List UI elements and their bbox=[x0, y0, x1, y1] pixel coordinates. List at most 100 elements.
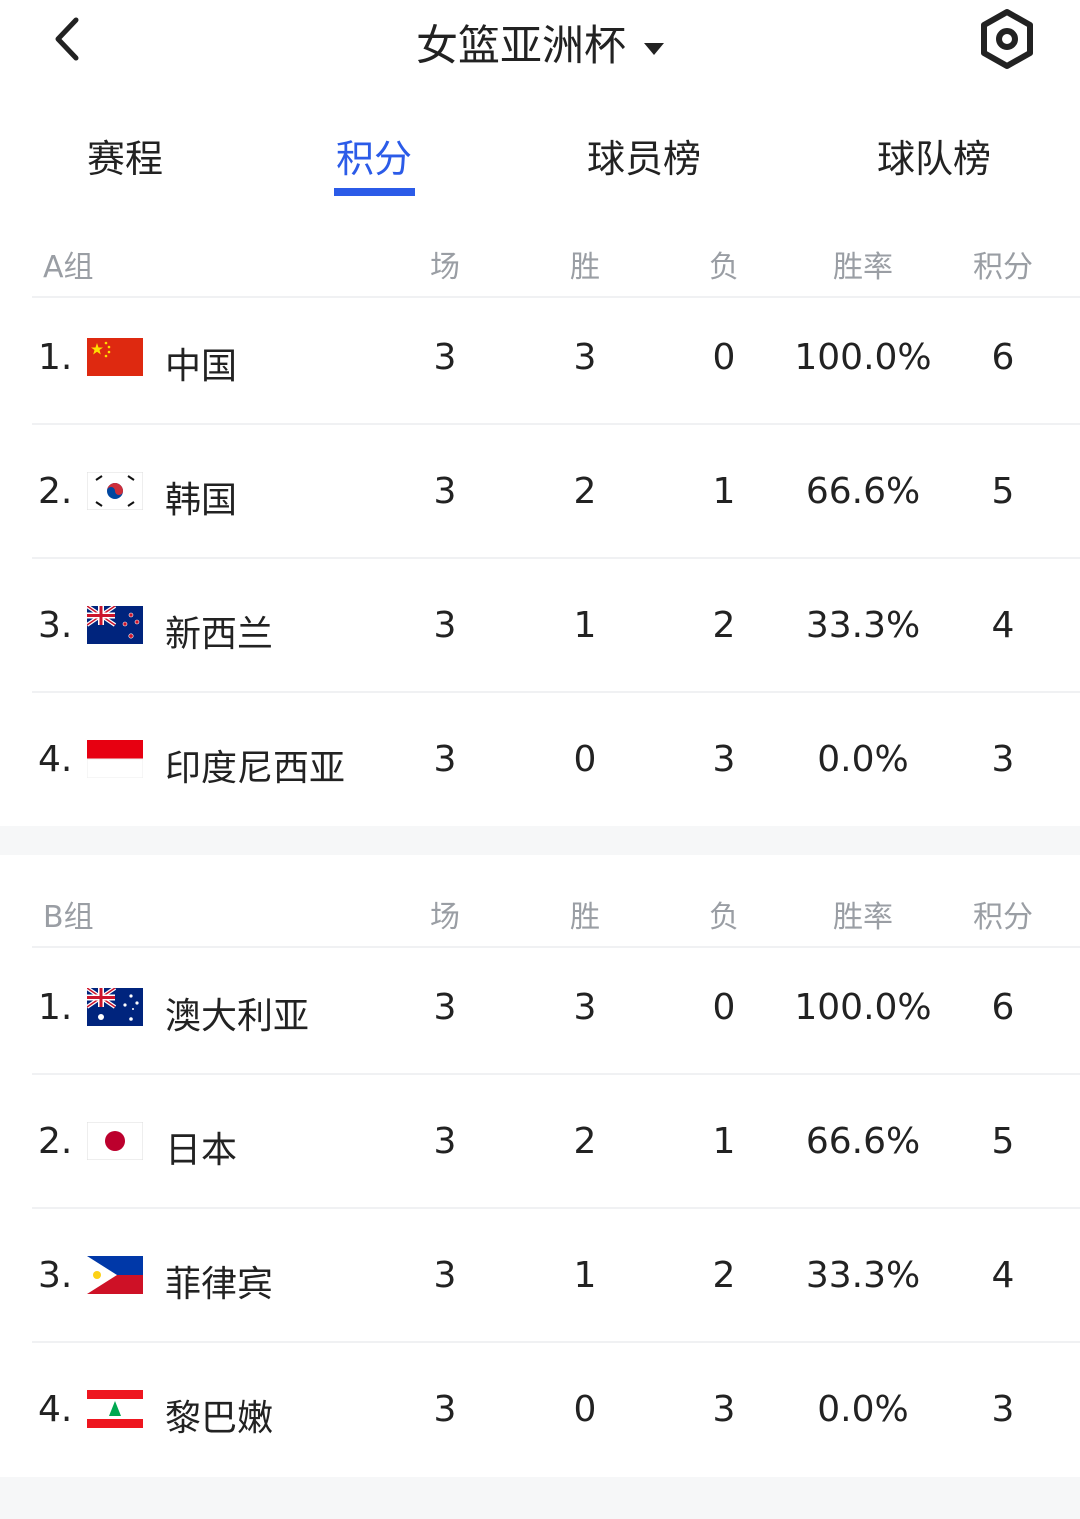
tab-player-rankings[interactable]: 球员榜 bbox=[586, 137, 702, 181]
games-played: 3 bbox=[433, 1121, 457, 1162]
tab-standings[interactable]: 积分 bbox=[335, 137, 413, 181]
new-zealand-flag-icon bbox=[87, 606, 143, 644]
team-name[interactable]: 日本 bbox=[165, 1130, 238, 1171]
divider bbox=[32, 1073, 1080, 1075]
team-name[interactable]: 印度尼西亚 bbox=[165, 748, 346, 789]
team-name[interactable]: 中国 bbox=[165, 346, 238, 387]
group-header: B组 场 胜 负 胜率 积分 bbox=[0, 880, 1080, 946]
games-played: 3 bbox=[433, 739, 457, 780]
rank: 2. bbox=[38, 471, 73, 512]
korea-flag-icon bbox=[87, 472, 143, 510]
games-played: 3 bbox=[433, 1389, 457, 1430]
team-name[interactable]: 澳大利亚 bbox=[165, 996, 310, 1037]
points: 5 bbox=[991, 471, 1015, 512]
games-played: 3 bbox=[433, 987, 457, 1028]
win-rate: 66.6% bbox=[805, 1121, 921, 1162]
table-row[interactable]: 3. 菲律宾 3 1 2 33.3% 4 bbox=[0, 1209, 1080, 1343]
active-tab-indicator bbox=[334, 188, 415, 196]
column-header-points: 积分 bbox=[973, 900, 1033, 935]
points: 6 bbox=[991, 337, 1015, 378]
losses: 3 bbox=[712, 739, 736, 780]
rank: 1. bbox=[38, 337, 73, 378]
rank: 2. bbox=[38, 1121, 73, 1162]
column-header-win-rate: 胜率 bbox=[833, 250, 893, 285]
section-divider bbox=[0, 1477, 1080, 1519]
table-row[interactable]: 2. 韩国 3 2 1 66.6% 5 bbox=[0, 425, 1080, 559]
rank: 4. bbox=[38, 1389, 73, 1430]
rank: 3. bbox=[38, 605, 73, 646]
points: 6 bbox=[991, 987, 1015, 1028]
chevron-left-icon[interactable] bbox=[48, 14, 88, 64]
divider bbox=[32, 1341, 1080, 1343]
table-row[interactable]: 1. 中国 3 3 0 100.0% 6 bbox=[0, 291, 1080, 425]
divider bbox=[32, 557, 1080, 559]
table-row[interactable]: 1. 澳大利亚 3 3 0 100.0% 6 bbox=[0, 941, 1080, 1075]
column-header-losses: 负 bbox=[709, 900, 739, 935]
team-name[interactable]: 黎巴嫩 bbox=[165, 1398, 274, 1439]
column-header-wins: 胜 bbox=[570, 250, 600, 285]
games-played: 3 bbox=[433, 1255, 457, 1296]
rank: 1. bbox=[38, 987, 73, 1028]
games-played: 3 bbox=[433, 471, 457, 512]
points: 4 bbox=[991, 605, 1015, 646]
divider bbox=[32, 1207, 1080, 1209]
hexagon-gear-icon[interactable] bbox=[978, 8, 1036, 70]
losses: 1 bbox=[712, 471, 736, 512]
section-divider bbox=[0, 826, 1080, 855]
china-flag-icon bbox=[87, 338, 143, 376]
lebanon-flag-icon bbox=[87, 1390, 143, 1428]
win-rate: 100.0% bbox=[794, 337, 932, 378]
win-rate: 66.6% bbox=[805, 471, 921, 512]
divider bbox=[32, 691, 1080, 693]
rank: 4. bbox=[38, 739, 73, 780]
losses: 1 bbox=[712, 1121, 736, 1162]
wins: 0 bbox=[573, 739, 597, 780]
wins: 2 bbox=[573, 471, 597, 512]
group-name: B组 bbox=[43, 900, 94, 935]
points: 4 bbox=[991, 1255, 1015, 1296]
losses: 2 bbox=[712, 605, 736, 646]
table-row[interactable]: 4. 黎巴嫩 3 0 3 0.0% 3 bbox=[0, 1343, 1080, 1477]
win-rate: 0.0% bbox=[817, 739, 909, 780]
team-name[interactable]: 韩国 bbox=[165, 480, 238, 521]
team-name[interactable]: 菲律宾 bbox=[165, 1264, 274, 1305]
column-header-wins: 胜 bbox=[570, 900, 600, 935]
win-rate: 0.0% bbox=[817, 1389, 909, 1430]
tab-team-rankings[interactable]: 球队榜 bbox=[876, 137, 992, 181]
table-row[interactable]: 4. 印度尼西亚 3 0 3 0.0% 3 bbox=[0, 693, 1080, 827]
divider bbox=[32, 946, 1080, 948]
win-rate: 100.0% bbox=[794, 987, 932, 1028]
wins: 1 bbox=[573, 605, 597, 646]
rank: 3. bbox=[38, 1255, 73, 1296]
losses: 3 bbox=[712, 1389, 736, 1430]
japan-flag-icon bbox=[87, 1122, 143, 1160]
points: 3 bbox=[991, 1389, 1015, 1430]
wins: 0 bbox=[573, 1389, 597, 1430]
win-rate: 33.3% bbox=[805, 605, 921, 646]
table-row[interactable]: 2. 日本 3 2 1 66.6% 5 bbox=[0, 1075, 1080, 1209]
column-header-losses: 负 bbox=[709, 250, 739, 285]
divider bbox=[32, 423, 1080, 425]
games-played: 3 bbox=[433, 337, 457, 378]
wins: 3 bbox=[573, 337, 597, 378]
tab-bar: 赛程 积分 球员榜 球队榜 bbox=[0, 120, 1080, 200]
indonesia-flag-icon bbox=[87, 740, 143, 778]
group-name: A组 bbox=[43, 250, 94, 285]
losses: 2 bbox=[712, 1255, 736, 1296]
column-header-games-played: 场 bbox=[430, 250, 460, 285]
games-played: 3 bbox=[433, 605, 457, 646]
wins: 2 bbox=[573, 1121, 597, 1162]
team-name[interactable]: 新西兰 bbox=[165, 614, 274, 655]
page-title: 女篮亚洲杯 bbox=[415, 21, 626, 70]
australia-flag-icon bbox=[87, 988, 143, 1026]
losses: 0 bbox=[712, 987, 736, 1028]
tab-schedule[interactable]: 赛程 bbox=[86, 137, 164, 181]
wins: 1 bbox=[573, 1255, 597, 1296]
divider bbox=[32, 296, 1080, 298]
group-header: A组 场 胜 负 胜率 积分 bbox=[0, 230, 1080, 296]
wins: 3 bbox=[573, 987, 597, 1028]
competition-selector[interactable]: 女篮亚洲杯 bbox=[0, 12, 1080, 73]
column-header-points: 积分 bbox=[973, 250, 1033, 285]
philippines-flag-icon bbox=[87, 1256, 143, 1294]
table-row[interactable]: 3. 新西兰 3 1 2 33.3% 4 bbox=[0, 559, 1080, 693]
